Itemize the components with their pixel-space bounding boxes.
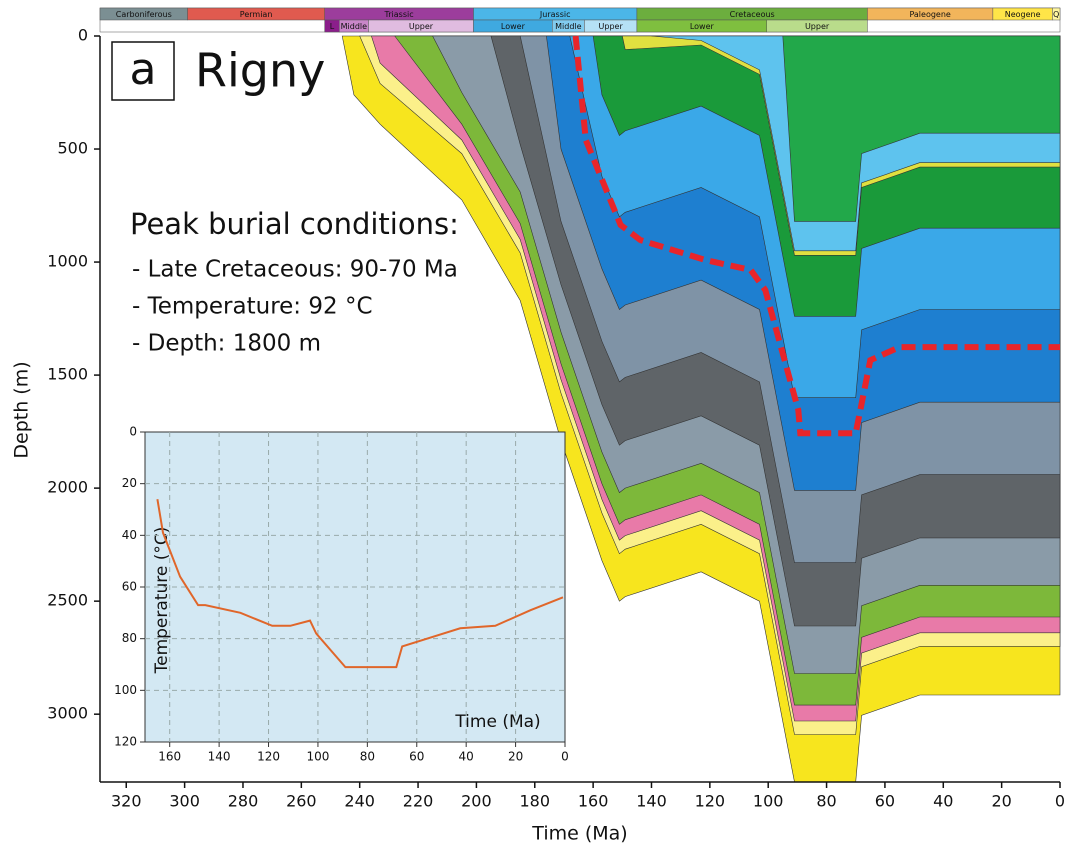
x-tick-label: 240 <box>344 792 375 811</box>
x-tick-label: 100 <box>306 750 329 764</box>
x-tick-label: 40 <box>459 750 474 764</box>
x-tick-label: 300 <box>169 792 200 811</box>
y-tick-label: 100 <box>114 683 137 697</box>
annotation: - Temperature: 92 °C <box>132 294 373 320</box>
x-tick-label: 160 <box>158 750 181 764</box>
y-tick-label: 0 <box>78 26 88 45</box>
x-tick-label: 100 <box>753 792 784 811</box>
x-tick-label: 120 <box>257 750 280 764</box>
x-axis-label: Time (Ma) <box>531 823 627 845</box>
x-tick-label: 120 <box>695 792 726 811</box>
chart: a Rigny Peak burial conditions: - Late C… <box>0 0 1068 852</box>
period-label: Cretaceous <box>730 10 775 19</box>
x-tick-label: 280 <box>228 792 259 811</box>
y-tick-label: 500 <box>57 139 88 158</box>
x-tick-label: 140 <box>208 750 231 764</box>
period-label: Q <box>1053 10 1059 19</box>
y-tick-label: 1500 <box>47 365 88 384</box>
y-tick-label: 2000 <box>47 478 88 497</box>
annotation: - Late Cretaceous: 90-70 Ma <box>132 257 458 283</box>
period-label: Carboniferous <box>116 10 172 19</box>
period-label: Paleogene <box>909 10 950 19</box>
y-tick-label: 20 <box>122 476 137 490</box>
x-tick-label: 160 <box>578 792 609 811</box>
annotation: - Depth: 1800 m <box>132 331 321 357</box>
chart-title: Rigny <box>195 44 325 98</box>
y-tick-label: 0 <box>129 425 137 439</box>
x-tick-label: 80 <box>360 750 375 764</box>
epoch-label: L <box>330 22 335 31</box>
x-tick-label: 0 <box>561 750 569 764</box>
y-tick-label: 80 <box>122 631 137 645</box>
x-tick-label: 60 <box>875 792 895 811</box>
y-axis-label: Depth (m) <box>11 361 33 458</box>
y-tick-label: 40 <box>122 528 137 542</box>
epoch-label: Upper <box>409 22 434 31</box>
epoch-label: Middle <box>341 22 368 31</box>
x-tick-label: 80 <box>816 792 836 811</box>
x-tick-label: 260 <box>286 792 317 811</box>
annotation: Peak burial conditions: <box>130 207 459 241</box>
x-tick-label: 60 <box>409 750 424 764</box>
x-tick-label: 220 <box>403 792 434 811</box>
y-tick-label: 120 <box>114 735 137 749</box>
page: {"chart_data": [ {"type": "burial", "pan… <box>0 0 1068 852</box>
x-tick-label: 40 <box>933 792 953 811</box>
x-tick-label: 320 <box>111 792 142 811</box>
epoch-label: Middle <box>555 22 582 31</box>
y-tick-label: 3000 <box>47 704 88 723</box>
y-tick-label: 1000 <box>47 252 88 271</box>
x-tick-label: 200 <box>461 792 492 811</box>
x-tick-label: 0 <box>1055 792 1065 811</box>
x-tick-label: 180 <box>519 792 550 811</box>
x-tick-label: 20 <box>508 750 523 764</box>
period-label: Jurassic <box>539 10 571 19</box>
inset-x-axis-label: Time (Ma) <box>454 712 540 732</box>
period-label: Permian <box>240 10 273 19</box>
epoch-label: Upper <box>805 22 830 31</box>
y-tick-label: 2500 <box>47 591 88 610</box>
panel-label: a <box>130 44 157 95</box>
x-tick-label: 140 <box>636 792 667 811</box>
period-label: Neogene <box>1005 10 1041 19</box>
epoch-label: Lower <box>690 22 715 31</box>
period-label: Triassic <box>384 10 414 19</box>
y-tick-label: 60 <box>122 580 137 594</box>
epoch-label: Upper <box>599 22 624 31</box>
inset-chart: Temperature (°C) Time (Ma) 0204060801001… <box>114 425 569 764</box>
x-tick-label: 20 <box>991 792 1011 811</box>
epoch-label: Lower <box>501 22 526 31</box>
